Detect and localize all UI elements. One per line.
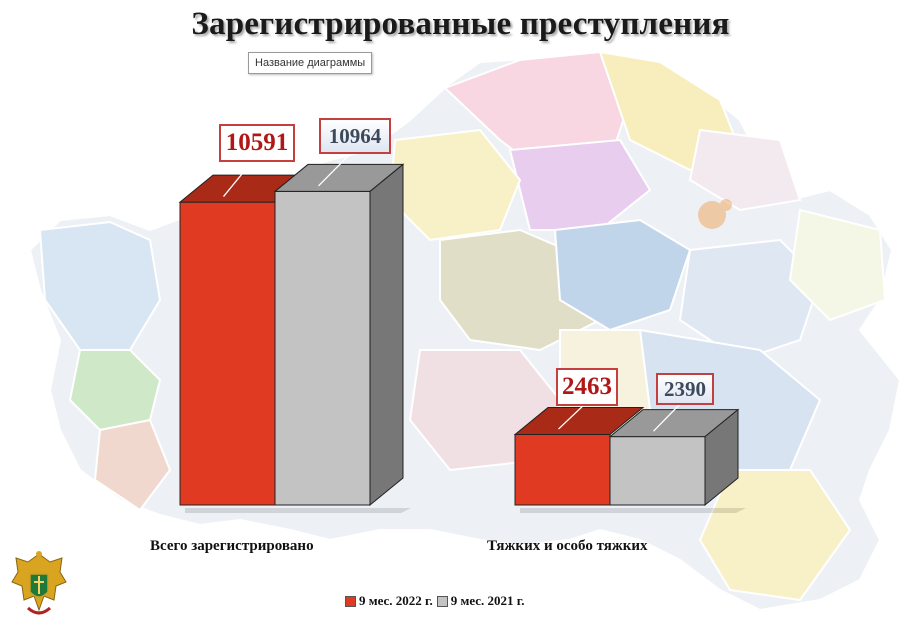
value-label-2022-serious: 2463 xyxy=(556,368,618,406)
page-title: Зарегистрированные преступления xyxy=(191,6,730,42)
bar-side-2021-serious xyxy=(704,408,739,507)
legend-label-2021: 9 мес. 2021 г. xyxy=(450,593,525,608)
legend-swatch-2022 xyxy=(345,595,356,607)
category-label-total: Всего зарегистрировано xyxy=(150,538,314,554)
value-label-2021-total: 10964 xyxy=(319,118,391,154)
bar-front-2022-serious xyxy=(514,434,611,506)
prosecutor-emblem-icon xyxy=(11,551,67,615)
bar-front-2021-total xyxy=(274,190,371,506)
legend-swatch-2021 xyxy=(436,595,448,607)
legend-item-2022: 9 мес. 2022 г. xyxy=(345,593,433,609)
legend-label-2022: 9 мес. 2022 г. xyxy=(359,593,433,608)
bar-front-2022-total xyxy=(179,201,276,506)
leader-line-2022-total xyxy=(222,157,256,198)
leader-line-2021-total xyxy=(318,149,355,187)
bar-shadow xyxy=(520,508,746,513)
chart-legend: 9 мес. 2022 г. 9 мес. 2021 г. xyxy=(345,593,529,609)
chart-title-placeholder[interactable]: Название диаграммы xyxy=(248,52,373,74)
bar-front-2021-serious xyxy=(609,436,706,506)
value-label-2022-total: 10591 xyxy=(219,124,295,162)
leader-line-2022-serious xyxy=(558,401,588,430)
legend-item-2021: 9 мес. 2021 г. xyxy=(436,593,525,609)
leader-line-2021-serious xyxy=(653,400,684,432)
bar-side-2021-total xyxy=(369,163,404,507)
category-label-serious: Тяжких и особо тяжких xyxy=(487,538,648,554)
value-label-2021-serious: 2390 xyxy=(656,373,714,405)
bar-shadow xyxy=(185,508,411,513)
bar-top-2022-serious xyxy=(513,407,645,436)
